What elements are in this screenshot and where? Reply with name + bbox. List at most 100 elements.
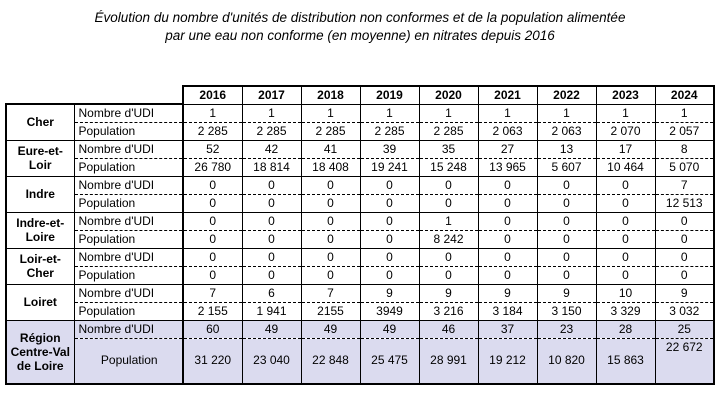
row-population-1: Population 26 780 18 814 18 408 19 241 15 248… xyxy=(6,157,715,177)
udi-value-cell: 42 xyxy=(241,139,302,158)
year-header-2020: 2020 xyxy=(418,85,479,105)
metric-label-udi: Nombre d'UDI xyxy=(73,139,184,158)
udi-value-cell: 1 xyxy=(536,103,597,122)
population-value-cell: 0 xyxy=(241,229,302,249)
population-value-cell: 0 xyxy=(418,265,479,285)
population-value-cell: 15 863 xyxy=(595,337,656,385)
population-value-cell: 31 220 xyxy=(182,337,243,385)
population-value-cell: 23 040 xyxy=(241,337,302,385)
dept-name-cell: Loir-et-Cher xyxy=(5,247,75,285)
metric-label-udi: Nombre d'UDI xyxy=(73,175,184,194)
table-title: Évolution du nombre d'unités de distribu… xyxy=(0,9,720,45)
dept-name-cell: Région Centre-Val de Loire xyxy=(5,319,75,385)
metric-label-udi: Nombre d'UDI xyxy=(73,319,184,338)
udi-value-cell: 1 xyxy=(182,103,243,122)
population-value-cell: 0 xyxy=(536,193,597,213)
dept-name-cell: Cher xyxy=(5,103,75,141)
row-population-0: Population 2 285 2 285 2 285 2 285 2 285 2 063… xyxy=(6,121,715,141)
metric-label-population: Population xyxy=(73,193,184,213)
udi-value-cell: 7 xyxy=(300,283,361,302)
row-udi-1: Eure-et-Loir Nombre d'UDI 52 42 41 39 35 27 13 17… xyxy=(5,139,715,177)
population-value-cell: 10 464 xyxy=(595,157,656,177)
udi-value-cell: 13 xyxy=(536,139,597,158)
population-value-cell: 18 814 xyxy=(241,157,302,177)
metric-label-population: Population xyxy=(73,121,184,141)
udi-value-cell: 0 xyxy=(300,247,361,266)
population-value-cell: 19 241 xyxy=(359,157,420,177)
population-value-cell: 2 285 xyxy=(300,121,361,141)
population-value-cell: 3 150 xyxy=(536,301,597,321)
table-title-line2: par une eau non conforme (en moyenne) en… xyxy=(165,28,555,43)
population-value-cell: 0 xyxy=(300,229,361,249)
population-value-cell: 0 xyxy=(536,229,597,249)
population-value-cell: 19 212 xyxy=(477,337,538,385)
udi-value-cell: 60 xyxy=(182,319,243,338)
population-value-cell: 0 xyxy=(359,193,420,213)
udi-value-cell: 0 xyxy=(477,247,538,266)
population-value-cell: 5 070 xyxy=(654,157,715,177)
population-value-cell: 3 216 xyxy=(418,301,479,321)
udi-value-cell: 49 xyxy=(359,319,420,338)
udi-value-cell: 0 xyxy=(241,175,302,194)
metric-label-population: Population xyxy=(73,337,184,385)
population-value-cell: 2 057 xyxy=(654,121,715,141)
udi-value-cell: 9 xyxy=(477,283,538,302)
population-value-cell: 0 xyxy=(654,265,715,285)
row-population-6: Population 31 220 23 040 22 848 25 475 28 991… xyxy=(6,337,715,385)
row-udi-3: Indre-et-Loire Nombre d'UDI 0 0 0 0 1 0 0 0 0 xyxy=(5,211,715,249)
udi-value-cell: 0 xyxy=(595,247,656,266)
population-value-cell: 2 285 xyxy=(418,121,479,141)
year-header-2022: 2022 xyxy=(536,85,597,105)
metric-label-population: Population xyxy=(73,229,184,249)
year-header-2023: 2023 xyxy=(595,85,656,105)
udi-value-cell: 52 xyxy=(182,139,243,158)
population-value-cell: 3 329 xyxy=(595,301,656,321)
udi-value-cell: 9 xyxy=(359,283,420,302)
population-value-cell: 0 xyxy=(241,265,302,285)
udi-value-cell: 6 xyxy=(241,283,302,302)
population-value-cell: 8 242 xyxy=(418,229,479,249)
udi-value-cell: 7 xyxy=(654,175,715,194)
udi-value-cell: 0 xyxy=(182,247,243,266)
udi-value-cell: 0 xyxy=(418,175,479,194)
udi-value-cell: 27 xyxy=(477,139,538,158)
udi-value-cell: 0 xyxy=(418,247,479,266)
udi-value-cell: 0 xyxy=(359,175,420,194)
udi-value-cell: 1 xyxy=(595,103,656,122)
metric-label-population: Population xyxy=(73,157,184,177)
udi-value-cell: 8 xyxy=(654,139,715,158)
udi-value-cell: 0 xyxy=(182,175,243,194)
row-udi-2: Indre Nombre d'UDI 0 0 0 0 0 0 0 0 7 xyxy=(5,175,715,213)
population-value-cell: 25 475 xyxy=(359,337,420,385)
population-value-cell: 0 xyxy=(300,193,361,213)
udi-value-cell: 1 xyxy=(300,103,361,122)
udi-value-cell: 0 xyxy=(241,211,302,230)
population-value-cell: 2155 xyxy=(300,301,361,321)
population-value-cell: 0 xyxy=(182,265,243,285)
udi-value-cell: 1 xyxy=(241,103,302,122)
population-value-cell: 2 063 xyxy=(477,121,538,141)
udi-value-cell: 1 xyxy=(654,103,715,122)
population-value-cell: 0 xyxy=(477,193,538,213)
year-header-2017: 2017 xyxy=(241,85,302,105)
population-value-cell: 2 063 xyxy=(536,121,597,141)
dept-name-cell: Eure-et-Loir xyxy=(5,139,75,177)
metric-label-udi: Nombre d'UDI xyxy=(73,103,184,122)
population-value-cell: 3 184 xyxy=(477,301,538,321)
udi-value-cell: 1 xyxy=(418,103,479,122)
population-value-cell: 5 607 xyxy=(536,157,597,177)
udi-value-cell: 0 xyxy=(477,175,538,194)
row-population-2: Population 0 0 0 0 0 0 0 0 12 513 xyxy=(6,193,715,213)
udi-value-cell: 1 xyxy=(359,103,420,122)
udi-value-cell: 9 xyxy=(536,283,597,302)
metric-label-udi: Nombre d'UDI xyxy=(73,211,184,230)
population-value-cell: 0 xyxy=(359,265,420,285)
udi-value-cell: 49 xyxy=(300,319,361,338)
udi-value-cell: 28 xyxy=(595,319,656,338)
udi-value-cell: 35 xyxy=(418,139,479,158)
udi-value-cell: 0 xyxy=(595,175,656,194)
year-header: 2016 2017 2018 2019 2020 2021 2022 2023 2024 xyxy=(6,85,715,105)
population-value-cell: 0 xyxy=(595,193,656,213)
population-value-cell: 2 285 xyxy=(359,121,420,141)
